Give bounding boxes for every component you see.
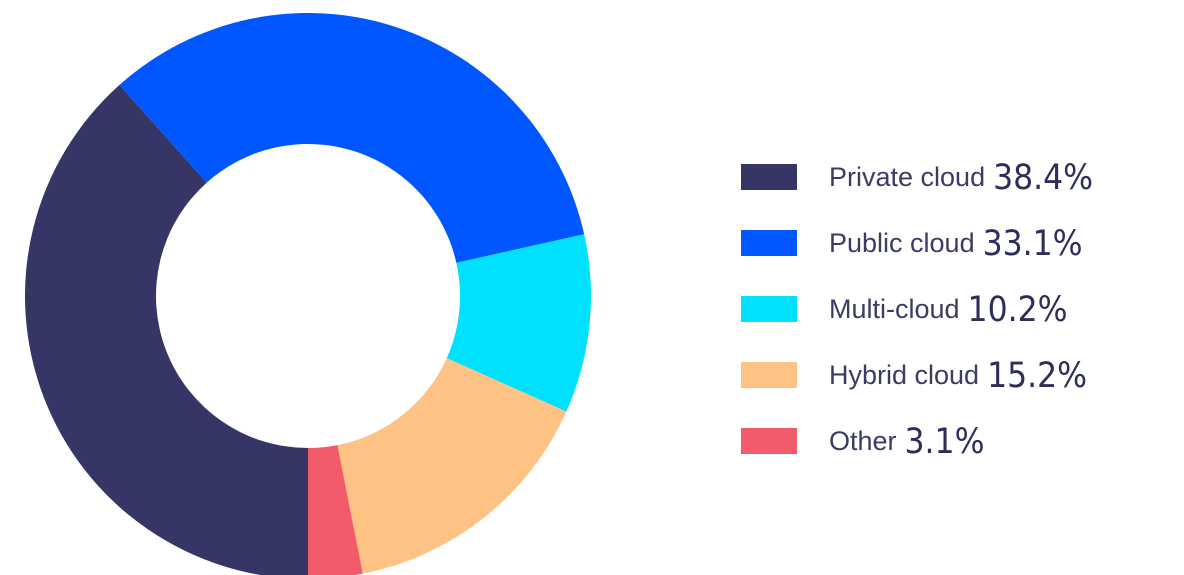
- legend-label: Hybrid cloud: [829, 360, 979, 390]
- legend-entry: Other 3.1%: [829, 422, 985, 462]
- legend-swatch: [741, 296, 797, 322]
- legend-value: 3.1%: [905, 422, 985, 462]
- donut-slice: [308, 445, 363, 575]
- legend-swatch: [741, 164, 797, 190]
- legend-value: 15.2%: [987, 356, 1087, 396]
- legend-entry: Private cloud 38.4%: [829, 158, 1093, 198]
- legend-swatch: [741, 230, 797, 256]
- donut-slice: [25, 84, 308, 575]
- legend-label: Private cloud: [829, 162, 985, 192]
- legend-value: 38.4%: [993, 158, 1093, 198]
- donut-slice: [119, 12, 585, 263]
- legend-swatch: [741, 428, 797, 454]
- legend-label: Multi-cloud: [829, 294, 960, 324]
- legend-label: Other: [829, 426, 897, 456]
- legend-swatch: [741, 362, 797, 388]
- legend: Private cloud 38.4% Public cloud 33.1% Multi…: [741, 158, 1093, 462]
- legend-entry: Hybrid cloud 15.2%: [829, 356, 1087, 396]
- legend-entry: Multi-cloud 10.2%: [829, 290, 1068, 330]
- legend-entry: Public cloud 33.1%: [829, 224, 1083, 264]
- donut-slice: [446, 234, 591, 412]
- donut-slice: [337, 358, 567, 574]
- legend-value: 33.1%: [983, 224, 1083, 264]
- legend-value: 10.2%: [968, 290, 1068, 330]
- legend-label: Public cloud: [829, 228, 975, 258]
